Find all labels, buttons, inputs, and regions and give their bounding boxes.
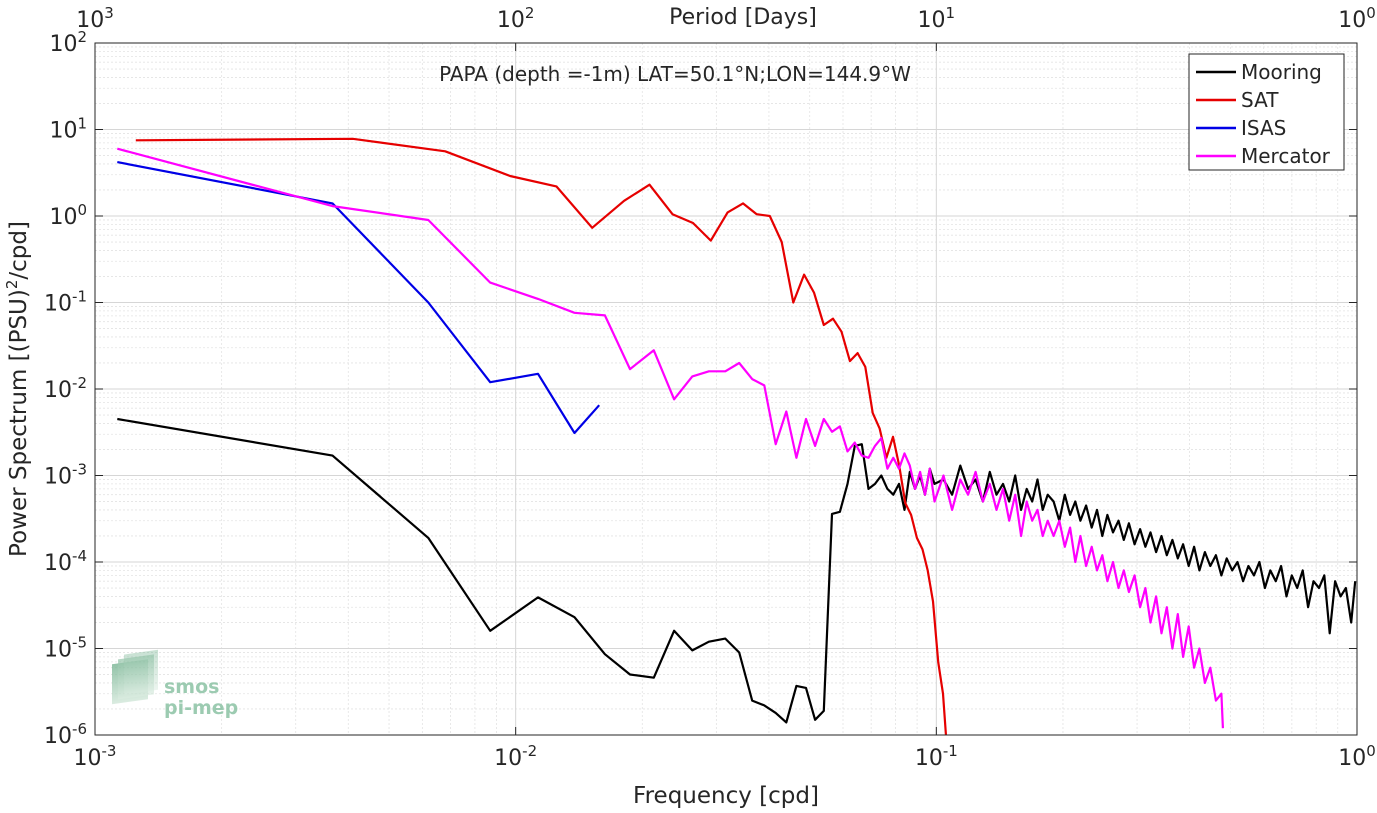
- y-tick-label: 101: [49, 115, 87, 144]
- legend-label-isas: ISAS: [1241, 116, 1286, 140]
- legend-label-mooring: Mooring: [1241, 60, 1322, 84]
- y-tick-label: 10-4: [44, 547, 87, 576]
- x-tick-label: 10-2: [494, 742, 537, 771]
- legend: Mooring SAT ISAS Mercator: [1188, 53, 1345, 171]
- x-tick-label: 100: [1338, 742, 1376, 771]
- series-line-mooring: [117, 417, 1357, 724]
- legend-box: [1188, 53, 1345, 171]
- series-line-isas: [117, 161, 601, 435]
- watermark-logo-icon: [112, 649, 158, 705]
- y-tick-label: 10-5: [44, 634, 87, 663]
- x-axis-label: Frequency [cpd]: [633, 783, 819, 809]
- y-tick-label: 10-2: [44, 374, 87, 403]
- smos-pi-mep-watermark: smos pi-mep: [112, 649, 238, 719]
- series-line-mercator: [117, 147, 1224, 729]
- top-tick-label: 103: [76, 4, 114, 33]
- y-axis-label: Power Spectrum [(PSU)2/cpd]: [3, 221, 32, 557]
- y-tick-label: 102: [49, 28, 87, 57]
- top-tick-label: 101: [918, 4, 956, 33]
- watermark-text-smos: smos: [164, 676, 219, 698]
- y-tick-label: 10-6: [44, 720, 87, 749]
- legend-label-sat: SAT: [1241, 88, 1279, 112]
- legend-label-mercator: Mercator: [1241, 144, 1331, 168]
- x-tick-label: 10-1: [915, 742, 958, 771]
- y-tick-label: 10-3: [44, 461, 87, 490]
- y-tick-label: 10-1: [44, 288, 87, 317]
- top-tick-label: 100: [1338, 4, 1376, 33]
- chart-title: PAPA (depth =-1m) LAT=50.1°N;LON=144.9°W: [439, 62, 911, 86]
- series-line-sat: [135, 137, 948, 735]
- top-tick-label: 102: [497, 4, 535, 33]
- x-tick-label: 10-3: [74, 742, 117, 771]
- watermark-text-pimep: pi-mep: [164, 697, 238, 719]
- y-tick-label: 100: [49, 201, 87, 230]
- top-axis-label: Period [Days]: [669, 5, 817, 30]
